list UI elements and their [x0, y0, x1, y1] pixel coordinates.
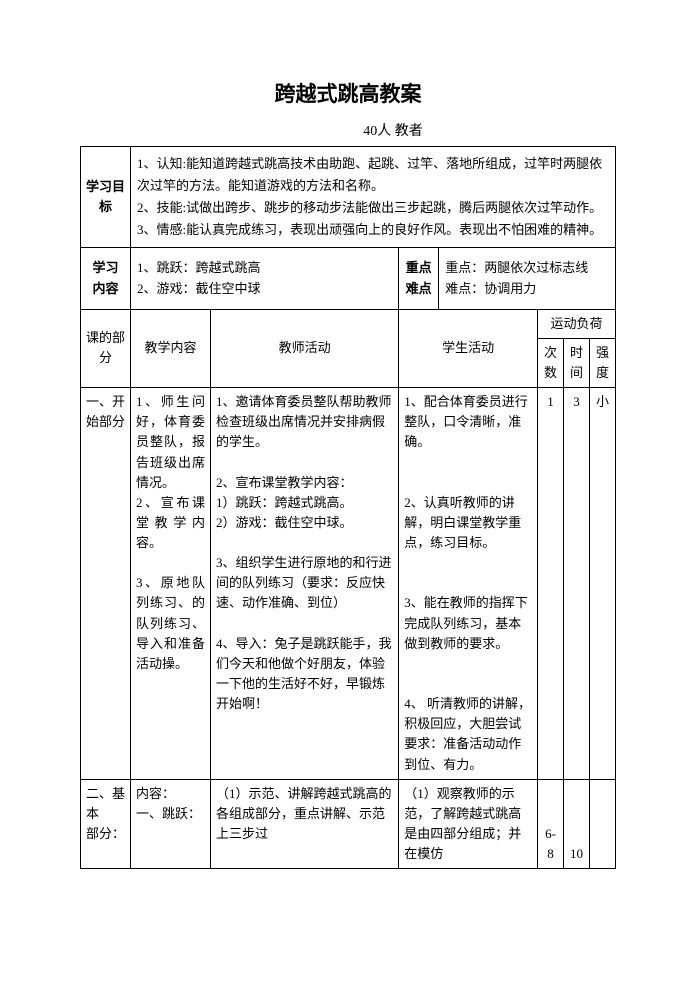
r2-teacher: （1）示范、讲解跨越式跳高的各组成部分，重点讲解、示范上三步过 — [211, 779, 399, 869]
r1-count: 1 — [538, 388, 564, 780]
r2-student: （1）观察教师的示范，了解跨越式跳高是由四部分组成；并在模仿 — [399, 779, 538, 869]
content-label: 学习内容 — [81, 248, 131, 309]
r1-intensity: 小 — [590, 388, 616, 780]
r1-section: 一、开始部分 — [81, 388, 131, 780]
doc-title: 跨越式跳高教案 — [80, 78, 616, 108]
keypoint-body: 重点：两腿依次过标志线 难点：协调用力 — [439, 248, 616, 309]
lesson-plan-table: 学习目标 1、认知:能知道跨越式跳高技术由助跑、起跳、过竿、落地所组成，过竿时两… — [80, 146, 616, 869]
content-body: 1、跳跃：跨越式跳高 2、游戏：截住空中球 — [131, 248, 399, 309]
hdr-student-act: 学生活动 — [399, 309, 538, 387]
hdr-load: 运动负荷 — [538, 309, 616, 338]
hdr-intensity: 强度 — [590, 338, 616, 387]
r2-teach: 内容： 一、跳跃： — [131, 779, 211, 869]
goals-label: 学习目标 — [81, 147, 131, 248]
r2-section: 二、基本 部分： — [81, 779, 131, 869]
keypoint-label: 重点难点 — [399, 248, 439, 309]
hdr-time: 时间 — [564, 338, 590, 387]
doc-subtitle: 40人 教者 — [80, 120, 616, 140]
hdr-section: 课的部分 — [81, 309, 131, 387]
r1-time: 3 — [564, 388, 590, 780]
hdr-teach-content: 教学内容 — [131, 309, 211, 387]
r2-count: 6-8 — [538, 779, 564, 869]
hdr-teacher-act: 教师活动 — [211, 309, 399, 387]
r1-student: 1、配合体育委员进行整队，口令清晰，准确。 2、认真听教师的讲解，明白课堂教学重… — [399, 388, 538, 780]
r2-intensity — [590, 779, 616, 869]
r1-teach: 1、师生问好，体育委员整队，报告班级出席情况。 2、宣布课堂教学内容。 3、原地… — [131, 388, 211, 780]
r1-teacher: 1、邀请体育委员整队帮助教师检查班级出席情况并安排病假的学生。 2、宣布课堂教学… — [211, 388, 399, 780]
hdr-count: 次数 — [538, 338, 564, 387]
goals-body: 1、认知:能知道跨越式跳高技术由助跑、起跳、过竿、落地所组成，过竿时两腿依次过竿… — [131, 147, 616, 248]
r2-time: 10 — [564, 779, 590, 869]
